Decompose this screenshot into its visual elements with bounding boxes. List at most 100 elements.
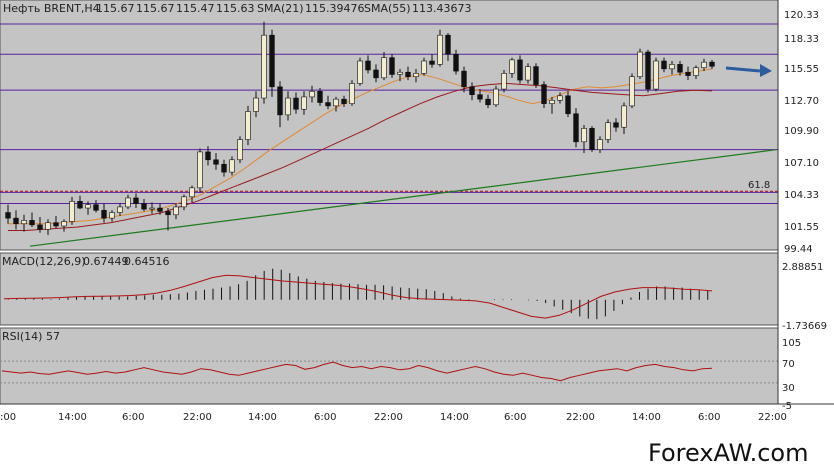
candle-body (501, 73, 507, 90)
rsi-tick: 105 (782, 338, 801, 349)
candle-body (533, 66, 539, 85)
candle-body (565, 95, 571, 115)
candle-body (157, 207, 163, 212)
candle-body (77, 201, 83, 209)
fib-label: 61.8 (748, 180, 770, 191)
candle-body (421, 60, 427, 74)
candle-body (61, 221, 67, 227)
candle-body (45, 222, 51, 230)
candle-body (5, 212, 11, 219)
candle-body (693, 67, 699, 76)
candle-body (637, 51, 643, 78)
candle-body (309, 91, 315, 98)
price-tick: 107.10 (784, 158, 819, 169)
time-tick: 6:00 (504, 412, 526, 423)
rsi-label: RSI(14) (2, 330, 42, 343)
candle-body (445, 34, 451, 55)
rsi-line (1, 361, 713, 382)
time-tick: 22:00 (183, 412, 212, 423)
candle-body (173, 206, 179, 216)
candle-body (405, 71, 411, 78)
candle-body (373, 69, 379, 79)
price-tick: 99.44 (784, 244, 813, 255)
candle-body (21, 220, 27, 225)
time-tick: 14:00 (440, 412, 469, 423)
rsi-panel[interactable] (0, 327, 779, 405)
candle-body (301, 96, 307, 110)
candle-body (13, 217, 19, 225)
candle-body (69, 201, 75, 222)
candle-body (133, 197, 139, 204)
candle-body (53, 222, 59, 227)
time-tick: 14:00 (632, 412, 661, 423)
time-tick: 22:00 (374, 412, 403, 423)
candle-body (325, 102, 331, 107)
candle-body (221, 163, 227, 173)
sma-slow-label: SMA(55) (364, 2, 411, 15)
candle-body (469, 86, 475, 95)
watermark: ForexAW.com (648, 439, 809, 467)
price-tick: 101.55 (784, 222, 819, 233)
candle-body (349, 83, 355, 104)
candle-body (429, 60, 435, 65)
candle-body (557, 95, 563, 101)
time-tick: 14:00 (248, 412, 277, 423)
candle-body (333, 98, 339, 107)
time-tick: 22:00 (566, 412, 595, 423)
price-panel[interactable] (0, 0, 779, 251)
candle-body (29, 220, 35, 226)
candle-body (629, 76, 635, 107)
candle-body (141, 203, 147, 210)
candle-body (597, 139, 603, 150)
candle-body (213, 159, 219, 165)
candle-body (701, 61, 707, 69)
candle-body (669, 64, 675, 70)
candle-body (397, 71, 403, 75)
candle-body (93, 204, 99, 211)
sma-slow-value: 113.43673 (412, 2, 472, 15)
candle-body (573, 113, 579, 143)
candle-body (517, 59, 523, 81)
macd-label: MACD(12,26,9) (2, 255, 86, 268)
price-tick: 118.33 (784, 34, 819, 45)
candle-body (229, 159, 235, 173)
candle-body (189, 187, 195, 198)
ohlc-close: 115.63 (216, 2, 255, 15)
macd-value-1: 0.67449 (83, 255, 129, 268)
price-tick: 104.33 (784, 190, 819, 201)
candle-body (605, 122, 611, 140)
symbol-label: Нефть BRENT,H4 (3, 2, 100, 15)
candle-body (461, 70, 467, 88)
price-tick: 120.33 (784, 10, 819, 21)
candle-body (653, 60, 659, 90)
candle-body (85, 204, 91, 209)
candle-body (365, 60, 371, 71)
candle-body (685, 71, 691, 76)
candle-body (389, 57, 395, 75)
candle-body (677, 64, 683, 73)
candle-body (261, 34, 267, 99)
candle-body (109, 212, 115, 219)
candle-body (37, 224, 43, 230)
time-tick: 6:00 (698, 412, 720, 423)
sma-fast-line (8, 68, 713, 225)
candle-body (413, 73, 419, 78)
candle-body (541, 84, 547, 104)
candle-body (645, 51, 651, 90)
candle-body (381, 57, 387, 79)
candle-body (437, 34, 443, 65)
candle-body (453, 53, 459, 72)
candle-body (621, 105, 627, 128)
candle-body (589, 128, 595, 150)
time-tick: 14:00 (58, 412, 87, 423)
candle-body (581, 128, 587, 143)
candle-body (357, 60, 363, 84)
candle-body (285, 97, 291, 116)
price-tick: 109.90 (784, 126, 819, 137)
sma-fast-label: SMA(21) (257, 2, 304, 15)
candle-body (485, 98, 491, 106)
time-tick: :00 (0, 412, 16, 423)
ohlc-open: 115.67 (96, 2, 135, 15)
